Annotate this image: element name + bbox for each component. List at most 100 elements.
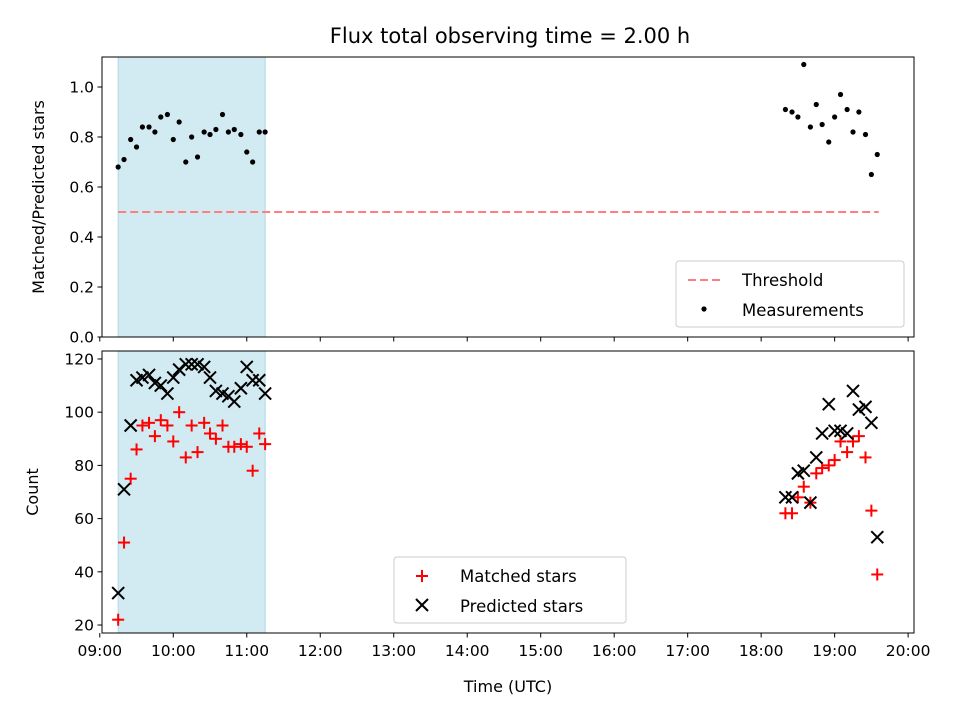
- matched-star-point: [112, 613, 125, 626]
- predicted-star-point: [234, 381, 248, 395]
- matched-star-point: [228, 440, 241, 453]
- measurement-point: [133, 144, 140, 150]
- measurement-point: [868, 171, 874, 178]
- legend-predicted-marker-b: [415, 598, 429, 612]
- matched-star-point: [136, 419, 149, 432]
- legend-measurements-label: Measurements: [742, 301, 864, 320]
- measurement-point: [244, 149, 250, 155]
- predicted-star-point: [184, 357, 199, 372]
- bottom-legend-box: [393, 556, 627, 624]
- predicted-star-point-b: [215, 386, 230, 401]
- bottom-xtick-label: 20:00: [886, 642, 931, 660]
- bottom-xtick-label: 16:00: [592, 642, 637, 660]
- predicted-star-point: [197, 360, 211, 374]
- matched-star-point: [130, 443, 143, 456]
- matched-star-point: [209, 432, 222, 445]
- predicted-star-point: [864, 416, 879, 430]
- measurement-point: [189, 134, 195, 140]
- matched-star-point: [841, 446, 854, 459]
- bottom-ytick-label: 120: [64, 350, 94, 368]
- bottom-xtick-label: 09:00: [77, 642, 122, 660]
- predicted-star-point-b: [227, 394, 241, 409]
- bottom-xtick-label: 18:00: [739, 642, 784, 660]
- bottom-xtick-label: 15:00: [518, 642, 563, 660]
- predicted-star-point: [111, 586, 125, 600]
- predicted-star-point-b: [166, 370, 180, 385]
- matched-star-point: [185, 419, 198, 432]
- bottom-xtick-label: 10:00: [151, 642, 196, 660]
- matched-star-point: [871, 568, 884, 581]
- measurement-point: [213, 126, 219, 133]
- matched-star-point: [797, 480, 810, 493]
- predicted-star-point: [858, 400, 873, 414]
- predicted-star-point: [160, 386, 175, 401]
- measurement-point: [201, 129, 207, 135]
- top-panel: 0.0 0.2 0.4 0.6 0.8 1.0 Matched/Predicted sta…: [29, 56, 915, 347]
- predicted-star-point-b: [209, 384, 223, 398]
- predicted-star-point-b: [258, 386, 272, 401]
- measurement-point: [128, 136, 134, 143]
- matched-star-point: [847, 435, 860, 448]
- predicted-star-point: [258, 386, 272, 401]
- matched-star-point: [216, 419, 229, 432]
- top-ytick-label: 1.0: [69, 79, 94, 97]
- measurement-point: [164, 111, 171, 118]
- matched-star-point: [179, 451, 192, 464]
- predicted-star-point-b: [846, 384, 860, 398]
- matched-star-point: [173, 406, 186, 419]
- predicted-star-point-b: [160, 386, 175, 401]
- legend-measurements-swatch: [701, 306, 707, 312]
- top-ytick-label: 0.4: [69, 229, 94, 247]
- bottom-axes-frame: [101, 350, 915, 634]
- matched-star-point: [234, 438, 247, 451]
- predicted-star-point: [803, 495, 818, 510]
- predicted-star-point-b: [190, 357, 205, 372]
- measurement-point: [176, 119, 182, 125]
- legend-predicted-swatch: [415, 598, 429, 612]
- bottom-xtick-label: 13:00: [371, 642, 416, 660]
- predicted-star-point-b: [123, 418, 138, 433]
- bottom-ylabel: Count: [23, 468, 42, 516]
- predicted-star-point-b: [117, 482, 131, 497]
- predicted-star-point: [123, 418, 138, 433]
- measurement-point: [862, 131, 869, 138]
- measurement-point: [819, 121, 825, 128]
- matched-star-point: [852, 430, 865, 443]
- predicted-star-point-b: [154, 378, 168, 393]
- predicted-star-point-b: [240, 360, 254, 374]
- top-ylabel: Matched/Predicted stars: [29, 100, 48, 294]
- measurement-points: [115, 61, 880, 178]
- predicted-star-point: [822, 397, 836, 411]
- measurement-point: [231, 126, 237, 133]
- top-ytick-label: 0.8: [69, 129, 94, 147]
- measurement-point: [158, 114, 164, 120]
- measurement-point: [826, 139, 832, 145]
- measurement-point: [807, 124, 813, 130]
- predicted-star-point-b: [809, 450, 823, 465]
- matched-star-point: [240, 440, 253, 453]
- bottom-ytick-label: 60: [74, 510, 94, 528]
- top-legend-box: [675, 260, 905, 328]
- matched-star-point: [816, 462, 829, 475]
- predicted-star-point-b: [184, 357, 199, 372]
- matched-star-point: [834, 435, 847, 448]
- matched-star-point: [198, 416, 211, 429]
- bottom-xtick-label: 17:00: [665, 642, 710, 660]
- predicted-star-point: [240, 360, 254, 374]
- top-ytick-label: 0.0: [69, 329, 94, 347]
- matched-star-point: [191, 446, 204, 459]
- bottom-xtick-label: 14:00: [445, 642, 490, 660]
- matched-star-point: [161, 419, 174, 432]
- predicted-star-point: [227, 394, 241, 409]
- predicted-star-point: [809, 450, 823, 465]
- predicted-star-point: [870, 530, 884, 544]
- predicted-star-point-b: [815, 426, 829, 441]
- bottom-xtick-label: 11:00: [224, 642, 269, 660]
- predicted-star-point: [179, 357, 193, 372]
- measurement-point: [837, 91, 844, 98]
- measurement-point: [225, 129, 231, 135]
- predicted-star-point-b: [827, 424, 842, 438]
- measurement-point: [789, 109, 795, 115]
- figure-title: Flux total observing time = 2.00 h: [330, 24, 690, 48]
- predicted-star-point-b: [148, 376, 162, 390]
